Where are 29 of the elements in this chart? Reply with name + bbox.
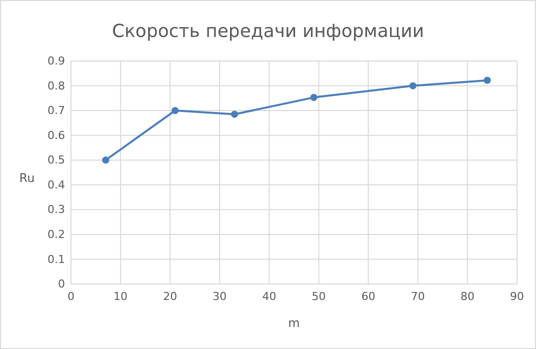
y-axis-title: Ru [19, 171, 35, 185]
y-tick-label: 0.6 [48, 128, 65, 142]
x-tick-label: 40 [262, 290, 276, 303]
x-tick-label: 20 [163, 290, 178, 303]
x-axis-title: m [288, 316, 300, 330]
x-tick-label: 80 [460, 290, 474, 303]
x-tick-label: 90 [510, 290, 524, 303]
x-tick-label: 30 [212, 290, 227, 303]
y-tick-label: 0.3 [48, 203, 65, 216]
y-tick-label: 0.9 [48, 54, 65, 68]
y-tick-label: 0.2 [48, 228, 65, 241]
y-tick-label: 0.4 [48, 178, 65, 192]
point [409, 82, 416, 90]
point [484, 76, 491, 84]
y-tick-label: 0.1 [48, 252, 65, 266]
y-tick-label: 0.8 [48, 79, 65, 92]
y-tick-label: 0.5 [48, 154, 65, 167]
x-tick-label: 70 [410, 290, 425, 303]
y-tick-label: 0.7 [48, 104, 65, 118]
x-tick-label: 0 [68, 290, 74, 303]
x-tick-label: 10 [114, 290, 128, 303]
point [310, 94, 318, 101]
chart-title: Скорость передачи информации [112, 21, 424, 42]
x-tick-label: 60 [361, 290, 376, 303]
point [230, 110, 238, 118]
point [172, 106, 179, 114]
point [102, 156, 110, 164]
x-tick-label: 50 [312, 290, 326, 303]
y-tick-label: 0 [58, 278, 65, 291]
